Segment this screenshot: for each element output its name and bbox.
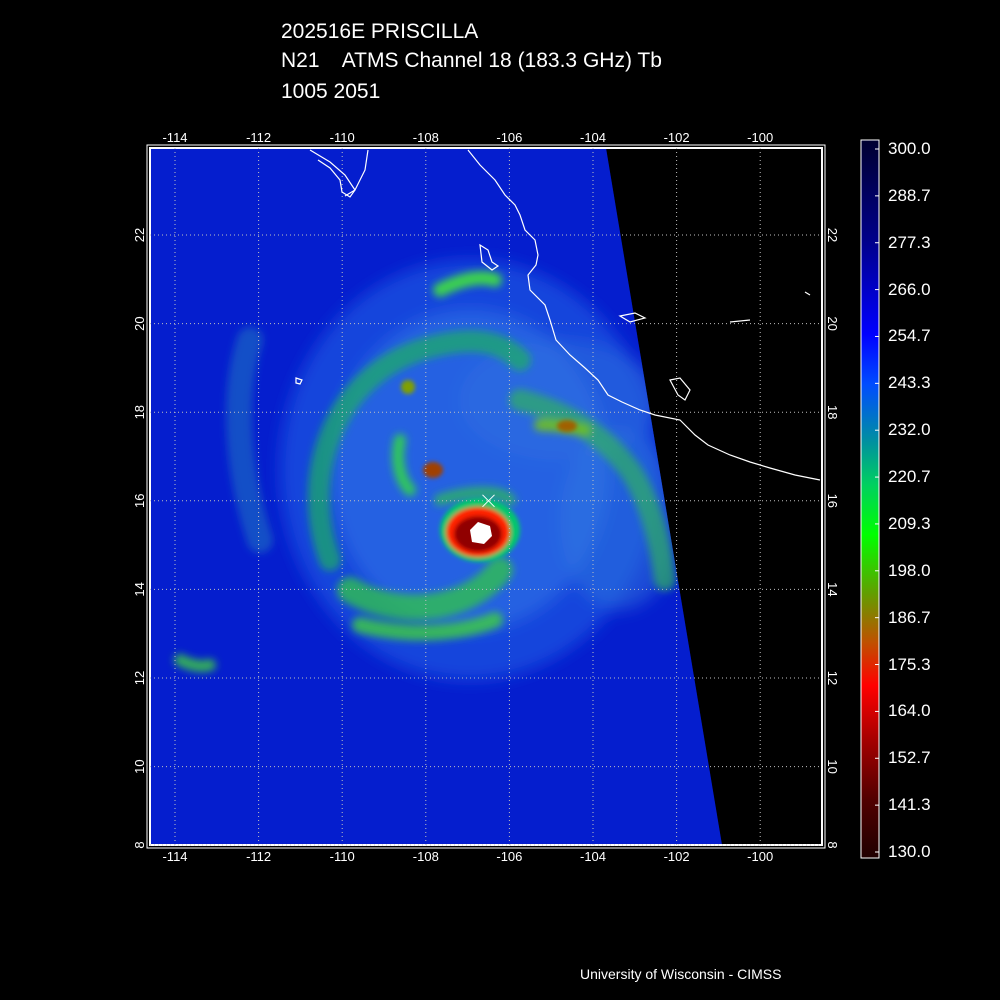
axis-tick-labels: -114 -114 -112 -112 -110 -110 -108 -108 -106 -106… [132, 130, 840, 864]
colorbar-label: 232.0 [888, 420, 931, 440]
lon-tick-bottom: -108 [413, 849, 439, 864]
colorbar-label: 198.0 [888, 560, 931, 580]
lat-tick-left: 20 [132, 316, 147, 330]
lon-tick-top: -112 [246, 130, 271, 145]
datetime-title: 1005 2051 [281, 80, 381, 103]
sensor-title: N21 ATMS Channel 18 (183.3 GHz) Tb [281, 49, 662, 72]
colorbar-label: 254.7 [888, 326, 931, 346]
colorbar-label: 186.7 [888, 607, 931, 627]
lat-tick-left: 14 [132, 582, 147, 596]
colorbar-label: 277.3 [888, 232, 931, 252]
lon-tick-bottom: -104 [580, 849, 606, 864]
coastline [295, 149, 821, 481]
colorbar-label: 141.3 [888, 795, 931, 815]
colorbar-label: 130.0 [888, 842, 931, 861]
lon-tick-bottom: -106 [496, 849, 522, 864]
colorbar-label: 164.0 [888, 701, 931, 721]
eye-saturation [470, 522, 492, 544]
lon-tick-top: -100 [747, 130, 773, 145]
lat-lon-grid [150, 148, 822, 846]
lat-tick-right: 8 [825, 841, 840, 848]
swath-imagery [150, 148, 722, 845]
colorbar-label: 152.7 [888, 748, 931, 768]
credit-text: University of Wisconsin - CIMSS [580, 966, 782, 982]
lon-tick-bottom: -114 [162, 849, 187, 864]
lon-tick-bottom: -102 [664, 849, 690, 864]
colorbar-label: 209.3 [888, 513, 931, 533]
lat-tick-left: 8 [132, 841, 147, 848]
colorbar-label: 220.7 [888, 467, 931, 487]
lat-tick-right: 10 [825, 759, 840, 773]
lon-tick-top: -106 [496, 130, 522, 145]
colorbar-label: 288.7 [888, 185, 931, 205]
lon-tick-top: -108 [413, 130, 439, 145]
lat-tick-left: 10 [132, 759, 147, 773]
colorbar-label: 300.0 [888, 139, 931, 158]
lat-tick-left: 22 [132, 228, 147, 242]
lon-tick-top: -110 [330, 130, 355, 145]
lat-tick-right: 22 [825, 228, 840, 242]
lat-tick-right: 18 [825, 405, 840, 419]
lon-tick-bottom: -110 [330, 849, 355, 864]
lat-tick-right: 20 [825, 316, 840, 330]
lon-tick-top: -104 [580, 130, 606, 145]
lat-tick-left: 12 [132, 671, 147, 685]
colorbar-label: 243.3 [888, 373, 931, 393]
colorbar [860, 139, 880, 859]
colorbar-label: 175.3 [888, 654, 931, 674]
lat-tick-right: 14 [825, 582, 840, 596]
lon-tick-top: -114 [162, 130, 187, 145]
lat-tick-right: 16 [825, 494, 840, 508]
map-outer-frame [146, 144, 826, 849]
lat-tick-left: 18 [132, 405, 147, 419]
lon-tick-bottom: -112 [246, 849, 271, 864]
lon-tick-top: -102 [664, 130, 690, 145]
lat-tick-right: 12 [825, 671, 840, 685]
colorbar-ramp [860, 139, 880, 859]
storm-title: 202516E PRISCILLA [281, 20, 479, 43]
lat-tick-left: 16 [132, 494, 147, 508]
storm-center-marker [482, 494, 495, 508]
colorbar-label: 266.0 [888, 279, 931, 299]
lon-tick-bottom: -100 [747, 849, 773, 864]
